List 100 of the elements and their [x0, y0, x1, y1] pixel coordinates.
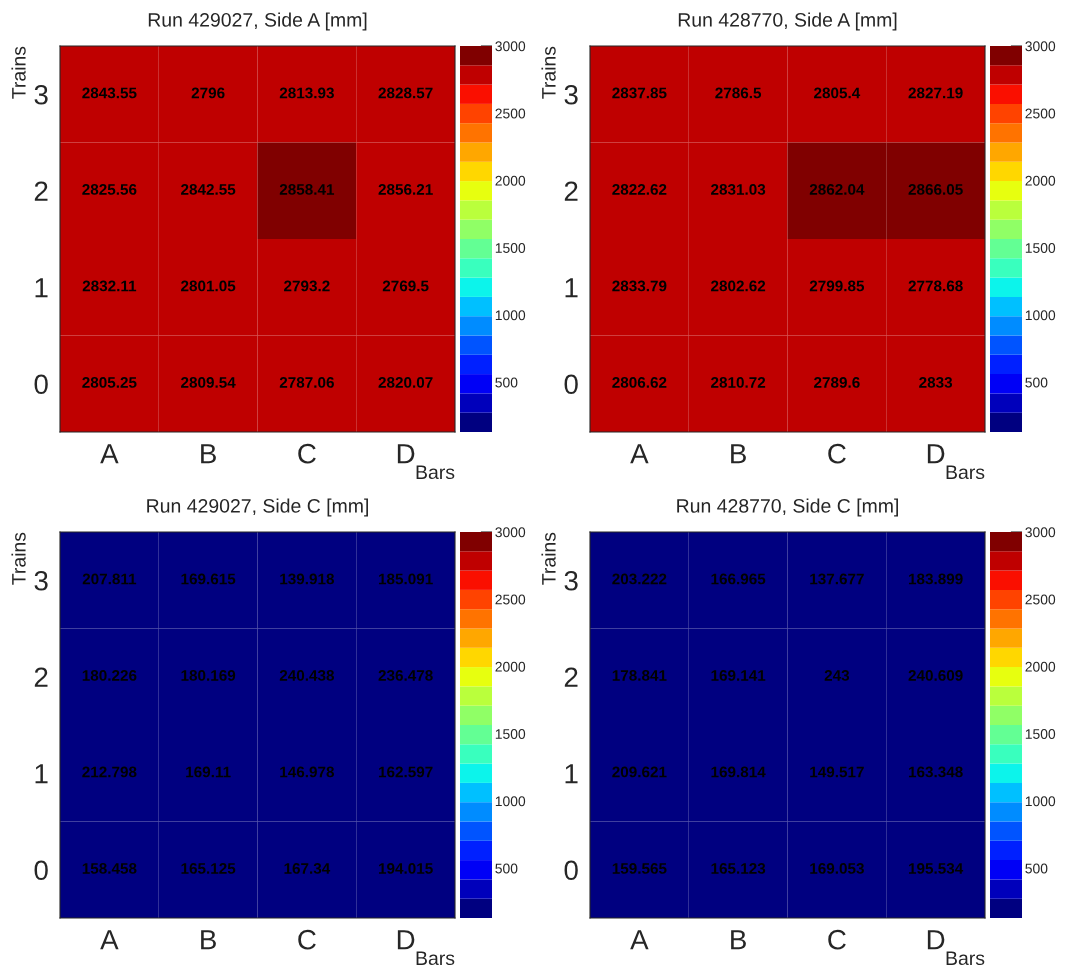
y-tick-label: 1 [565, 278, 578, 298]
data-label: 2809.54 [181, 377, 236, 388]
data-label: 2822.62 [612, 184, 667, 195]
y-tick-label: 1 [35, 278, 48, 298]
data-label: 207.811 [82, 573, 137, 585]
x-tick-label: B [201, 930, 216, 950]
y-tick-label: 0 [34, 374, 48, 395]
data-label: 2801.05 [181, 280, 236, 292]
color-bar-label: 1000 [1025, 310, 1056, 321]
color-bar-label: 2000 [1025, 661, 1056, 672]
color-bar-label: 1500 [1025, 729, 1056, 739]
y-axis-title: Trains [11, 46, 26, 99]
color-bar-label: 1500 [495, 729, 526, 739]
color-bar-label: 500 [495, 863, 518, 874]
data-label: 2831.03 [711, 184, 766, 195]
chart-title: Run 429027, Side A [mm] [148, 12, 367, 31]
x-tick-label: D [397, 444, 415, 464]
data-label: 169.053 [810, 863, 864, 874]
data-label: 2793.2 [284, 280, 330, 292]
color-bar-label: 500 [495, 377, 518, 388]
data-label: 2827.19 [908, 87, 963, 99]
x-tick-label: D [927, 930, 945, 950]
data-label: 240.438 [279, 670, 335, 681]
data-label: 2828.57 [378, 87, 433, 99]
data-label: 158.458 [82, 863, 137, 874]
x-tick-label: A [630, 444, 649, 464]
x-tick-label: C [298, 443, 316, 464]
x-tick-label: C [298, 929, 316, 950]
data-label: 139.918 [280, 573, 335, 585]
x-tick-label: D [397, 930, 415, 950]
color-bar-label: 2000 [495, 661, 526, 672]
data-label: 2862.04 [809, 184, 865, 195]
color-bar-label: 3000 [495, 527, 526, 538]
x-tick-label: A [630, 930, 649, 950]
color-bar-label: 2500 [495, 594, 526, 605]
data-label: 169.141 [711, 670, 766, 681]
data-label: 2805.25 [82, 377, 137, 388]
x-axis-title: Bars [416, 465, 455, 480]
data-label: 163.348 [908, 766, 963, 778]
data-label: 2799.85 [809, 280, 865, 292]
data-label: 146.978 [280, 766, 335, 778]
data-label: 2837.85 [612, 87, 667, 99]
data-label: 2786.5 [715, 87, 762, 99]
x-tick-label: C [828, 929, 846, 950]
data-label: 236.478 [378, 670, 433, 681]
x-tick-label: B [201, 444, 216, 464]
color-bar-label: 3000 [1025, 527, 1056, 538]
data-label: 165.123 [711, 863, 766, 874]
data-label: 2810.72 [711, 377, 766, 388]
color-bar-label: 1000 [495, 796, 526, 807]
y-tick-label: 2 [564, 667, 578, 687]
data-label: 240.609 [908, 670, 963, 681]
y-tick-label: 0 [564, 860, 578, 881]
color-bar-label: 3000 [495, 41, 526, 52]
color-bar-label: 2500 [1025, 594, 1056, 605]
data-label: 2787.06 [279, 377, 334, 388]
data-label: 166.965 [711, 573, 766, 585]
data-label: 169.615 [181, 573, 236, 585]
data-label: 2833.79 [612, 280, 667, 292]
y-tick-label: 1 [35, 764, 48, 784]
color-bar-label: 2000 [495, 175, 526, 186]
data-label: 2778.68 [908, 280, 963, 292]
data-label: 2789.6 [814, 377, 860, 388]
x-tick-label: A [100, 444, 119, 464]
y-tick-label: 2 [34, 667, 48, 687]
data-label: 183.899 [908, 573, 963, 585]
y-tick-label: 2 [34, 181, 48, 201]
data-label: 2832.11 [82, 280, 137, 292]
y-axis-title: Trains [11, 532, 26, 585]
data-label: 194.015 [378, 863, 433, 874]
data-label: 167.34 [284, 863, 331, 874]
x-tick-label: A [100, 930, 119, 950]
color-bar-label: 500 [1025, 863, 1048, 874]
x-axis-title: Bars [946, 465, 985, 480]
data-label: 180.169 [181, 670, 236, 681]
y-tick-label: 3 [564, 570, 578, 591]
color-bar-label: 1000 [495, 310, 526, 321]
data-label: 209.621 [612, 766, 667, 778]
data-label: 2825.56 [82, 184, 137, 195]
chart-title: Run 429027, Side C [mm] [147, 498, 368, 517]
x-tick-label: B [731, 930, 746, 950]
data-label: 212.798 [82, 766, 137, 778]
x-tick-label: B [731, 444, 746, 464]
data-label: 180.226 [82, 670, 137, 681]
y-tick-label: 3 [564, 84, 578, 105]
data-label: 203.222 [612, 573, 667, 585]
color-bar-label: 500 [1025, 377, 1048, 388]
y-axis-title: Trains [541, 46, 556, 99]
data-label: 185.091 [378, 573, 433, 585]
data-label: 178.841 [612, 670, 667, 681]
data-label: 2802.62 [711, 280, 766, 292]
color-bar-label: 3000 [1025, 41, 1056, 52]
data-label: 149.517 [810, 766, 864, 778]
data-label: 2820.07 [378, 377, 433, 388]
data-label: 169.11 [186, 766, 231, 778]
x-axis-title: Bars [946, 951, 985, 966]
x-tick-label: D [927, 444, 945, 464]
data-label: 2796 [191, 87, 225, 99]
y-tick-label: 0 [34, 860, 48, 881]
chart-title: Run 428770, Side C [mm] [677, 498, 898, 517]
